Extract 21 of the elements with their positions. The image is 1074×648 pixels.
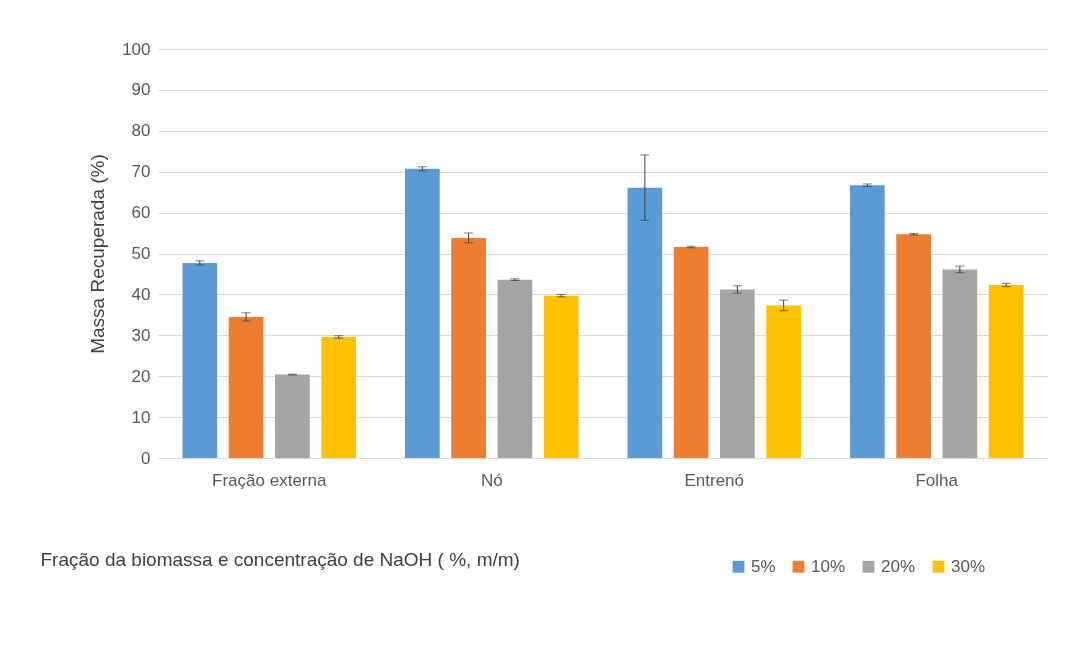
y-tick-label: 30	[131, 325, 151, 345]
y-tick-label: 80	[131, 121, 151, 141]
y-axis-title: Massa Recuperada (%)	[87, 154, 109, 354]
y-tick-label: 10	[131, 407, 151, 427]
y-tick-label: 100	[122, 39, 151, 59]
y-tick-label: 90	[131, 80, 151, 100]
y-tick-label: 40	[131, 284, 151, 304]
x-tick-label: Nó	[480, 470, 503, 490]
legend-label: 5%	[751, 556, 776, 576]
x-tick-label: Fração externa	[212, 470, 327, 490]
legend-label: 30%	[951, 556, 986, 576]
legend-label: 20%	[881, 556, 916, 576]
y-tick-label: 60	[131, 203, 151, 223]
y-tick-label: 20	[131, 366, 151, 386]
x-axis-title: Fração da biomassa e concentração de NaOH ( %, m/m)	[40, 548, 520, 570]
y-tick-label: 50	[131, 244, 151, 263]
legend-label: 10%	[811, 556, 846, 576]
y-tick-label: 0	[141, 448, 151, 468]
x-tick-label: Folha	[915, 470, 959, 490]
y-tick-label: 70	[131, 162, 151, 182]
x-tick-label: Entrenó	[684, 470, 745, 490]
